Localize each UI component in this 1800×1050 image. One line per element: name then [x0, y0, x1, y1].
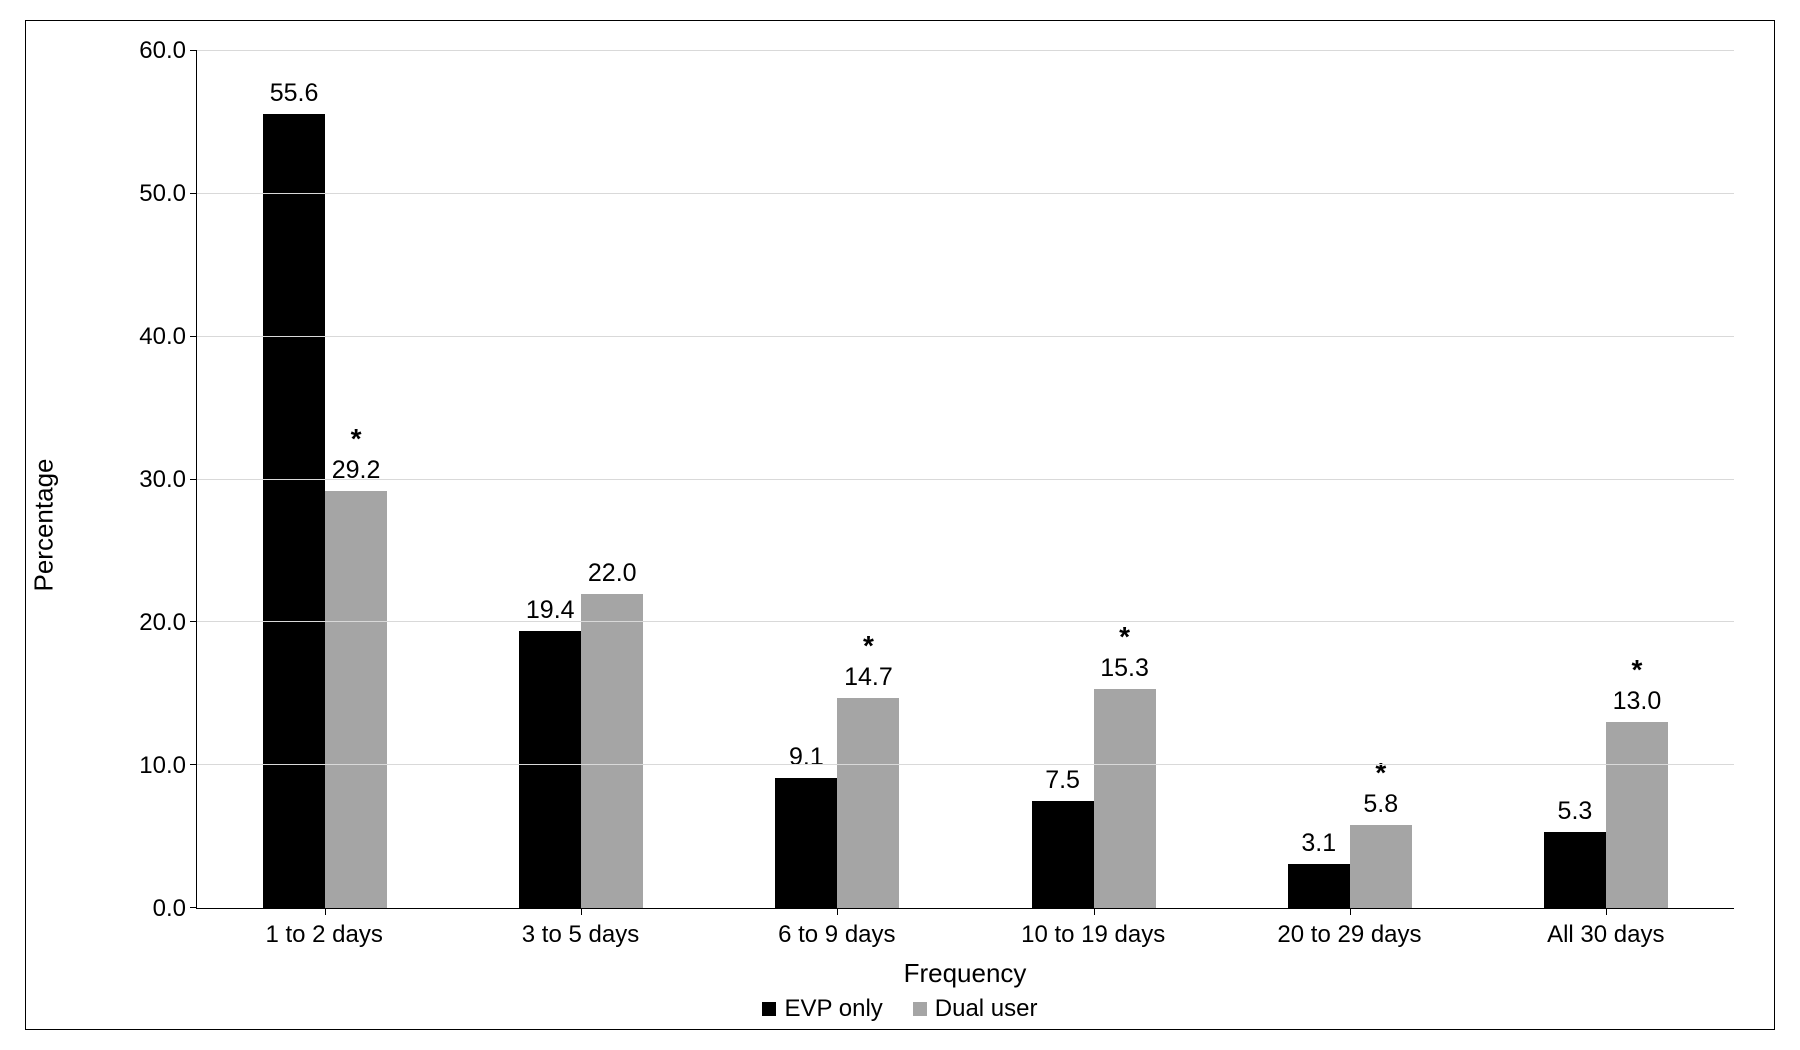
significance-mark: * — [1110, 621, 1140, 653]
bar-group: 19.422.0 — [453, 51, 709, 908]
gridline — [197, 621, 1734, 622]
x-axis-title: Frequency — [196, 958, 1734, 989]
bar — [1606, 722, 1668, 908]
bar-value-label: 29.2 — [306, 456, 406, 485]
significance-mark: * — [853, 630, 883, 662]
y-tick-mark — [190, 764, 197, 765]
bar-wrap: 3.1 — [1288, 51, 1350, 908]
gridline — [197, 479, 1734, 480]
significance-mark: * — [1622, 654, 1652, 686]
bar — [325, 491, 387, 908]
x-tick-label: 6 to 9 days — [709, 921, 965, 949]
bar — [1032, 801, 1094, 908]
legend-swatch — [913, 1002, 927, 1016]
significance-mark: * — [341, 423, 371, 455]
bar-value-label: 5.8 — [1331, 790, 1431, 819]
x-axis-labels: 1 to 2 days3 to 5 days6 to 9 days10 to 1… — [196, 921, 1734, 949]
bar — [1350, 825, 1412, 908]
bar-group: 7.515.3* — [966, 51, 1222, 908]
y-tick-label: 60.0 — [131, 37, 186, 65]
significance-mark: * — [1366, 757, 1396, 789]
bar-group: 55.629.2* — [197, 51, 453, 908]
bar-wrap: 5.3 — [1544, 51, 1606, 908]
bar-value-label: 14.7 — [818, 663, 918, 692]
x-tick-label: 20 to 29 days — [1221, 921, 1477, 949]
y-tick-label: 0.0 — [131, 895, 186, 923]
x-tick-label: All 30 days — [1478, 921, 1734, 949]
legend: EVP only Dual user — [26, 995, 1774, 1023]
chart-frame: Percentage 0.0 10.0 20.0 30.0 40.0 50.0 60.0 5… — [25, 20, 1775, 1030]
bar-value-label: 13.0 — [1587, 687, 1687, 716]
x-tick-mark — [837, 908, 838, 915]
bar — [837, 698, 899, 908]
bar-wrap: 19.4 — [519, 51, 581, 908]
y-tick-mark — [190, 50, 197, 51]
bar-wrap: 13.0* — [1606, 51, 1668, 908]
y-tick-mark — [190, 193, 197, 194]
plot-area: 55.629.2*19.422.09.114.7*7.515.3*3.15.8*… — [196, 51, 1734, 909]
y-tick-label: 50.0 — [131, 180, 186, 208]
x-tick-mark — [325, 908, 326, 915]
x-tick-mark — [1606, 908, 1607, 915]
bar-wrap: 22.0 — [581, 51, 643, 908]
bar — [1544, 832, 1606, 908]
x-tick-mark — [1094, 908, 1095, 915]
y-tick-mark — [190, 479, 197, 480]
x-tick-label: 3 to 5 days — [452, 921, 708, 949]
y-tick-mark — [190, 336, 197, 337]
y-tick-label: 30.0 — [131, 466, 186, 494]
y-tick-mark — [190, 907, 197, 908]
bar — [1094, 689, 1156, 908]
x-tick-label: 1 to 2 days — [196, 921, 452, 949]
bar — [775, 778, 837, 908]
bar-value-label: 22.0 — [562, 559, 662, 588]
chart-container: 0.010.020.030.040.050.060.0 55.629.2*19.… — [126, 51, 1734, 909]
y-tick-label: 40.0 — [131, 323, 186, 351]
gridline — [197, 336, 1734, 337]
gridline — [197, 193, 1734, 194]
gridline — [197, 50, 1734, 51]
bar — [263, 114, 325, 908]
bar-wrap: 7.5 — [1032, 51, 1094, 908]
bar — [581, 594, 643, 908]
y-axis-label: Percentage — [29, 459, 60, 592]
legend-label: EVP only — [784, 995, 882, 1023]
gridline — [197, 764, 1734, 765]
x-tick-label: 10 to 19 days — [965, 921, 1221, 949]
y-tick-label: 10.0 — [131, 752, 186, 780]
legend-label: Dual user — [935, 995, 1038, 1023]
bar-group: 5.313.0* — [1478, 51, 1734, 908]
bar-group: 3.15.8* — [1222, 51, 1478, 908]
y-tick-label: 20.0 — [131, 609, 186, 637]
bar — [519, 631, 581, 908]
bar-group: 9.114.7* — [709, 51, 965, 908]
bar — [1288, 864, 1350, 908]
bar-wrap: 14.7* — [837, 51, 899, 908]
bars-area: 55.629.2*19.422.09.114.7*7.515.3*3.15.8*… — [197, 51, 1734, 908]
bar-wrap: 9.1 — [775, 51, 837, 908]
bar-wrap: 15.3* — [1094, 51, 1156, 908]
y-axis: 0.010.020.030.040.050.060.0 — [126, 51, 196, 909]
bar-wrap: 29.2* — [325, 51, 387, 908]
bar-value-label: 15.3 — [1075, 654, 1175, 683]
x-tick-mark — [1350, 908, 1351, 915]
legend-item: Dual user — [913, 995, 1038, 1023]
legend-item: EVP only — [762, 995, 882, 1023]
x-tick-mark — [581, 908, 582, 915]
bar-wrap: 5.8* — [1350, 51, 1412, 908]
y-tick-mark — [190, 621, 197, 622]
legend-swatch — [762, 1002, 776, 1016]
